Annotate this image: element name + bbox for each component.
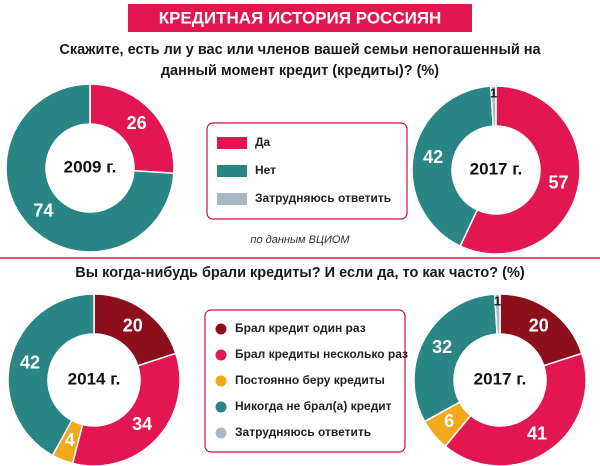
donut-segment — [411, 85, 495, 248]
source: по данным ВЦИОМ — [250, 234, 350, 246]
question: Вы когда-нибудь брали кредиты? И если да… — [75, 265, 525, 281]
legend-box — [204, 309, 406, 453]
donut-segment — [489, 85, 497, 127]
donut-segment — [5, 83, 175, 253]
value-label: 34 — [132, 414, 152, 434]
legend-swatch — [217, 165, 247, 177]
donut-center-label: 2017 г. — [470, 159, 523, 178]
legend-swatch — [215, 401, 227, 413]
value-label: 57 — [548, 173, 568, 193]
donut-center-label: 2014 г. — [68, 369, 121, 388]
donut-center-label: 2017 г. — [474, 369, 527, 388]
donut-segment — [444, 352, 587, 466]
donut-center-label: 2009 г. — [64, 157, 117, 176]
value-label: 74 — [33, 201, 53, 221]
donut-segment — [413, 293, 498, 423]
legend-swatch — [217, 137, 247, 149]
legend-label: Постоянно беру кредиты — [235, 373, 385, 387]
legend-label: Да — [255, 135, 271, 149]
value-label: 20 — [529, 315, 549, 335]
value-label: 20 — [123, 315, 143, 335]
legend-label: Никогда не брал(а) кредит — [235, 399, 392, 413]
legend-swatch — [217, 193, 247, 205]
donut-segment — [7, 293, 95, 457]
value-label: 32 — [432, 337, 452, 357]
legend-label: Затрудняюсь ответить — [255, 191, 391, 205]
value-label: 1 — [490, 85, 497, 100]
legend-label: Брал кредиты несколько раз — [235, 347, 408, 361]
header-title: КРЕДИТНАЯ ИСТОРИЯ РОССИЯН — [159, 8, 442, 27]
value-label: 42 — [20, 352, 40, 372]
value-label: 26 — [127, 113, 147, 133]
donut-segment — [459, 85, 581, 255]
question: Скажите, есть ли у вас или членов вашей … — [59, 42, 541, 79]
value-label: 4 — [65, 430, 75, 450]
header-band — [128, 4, 472, 32]
donut-segment — [493, 293, 501, 335]
value-label: 1 — [494, 293, 501, 308]
legend-box — [206, 122, 408, 220]
value-label: 42 — [423, 147, 443, 167]
legend-swatch — [215, 375, 227, 387]
value-label: 6 — [444, 411, 454, 431]
legend-swatch — [215, 323, 227, 335]
legend-label: Брал кредит один раз — [235, 321, 366, 335]
value-label: 41 — [527, 423, 547, 443]
donut-segment — [71, 352, 181, 466]
legend-label: Затрудняюсь ответить — [235, 425, 371, 439]
legend-swatch — [215, 349, 227, 361]
legend-label: Нет — [255, 163, 276, 177]
legend-swatch — [215, 427, 227, 439]
